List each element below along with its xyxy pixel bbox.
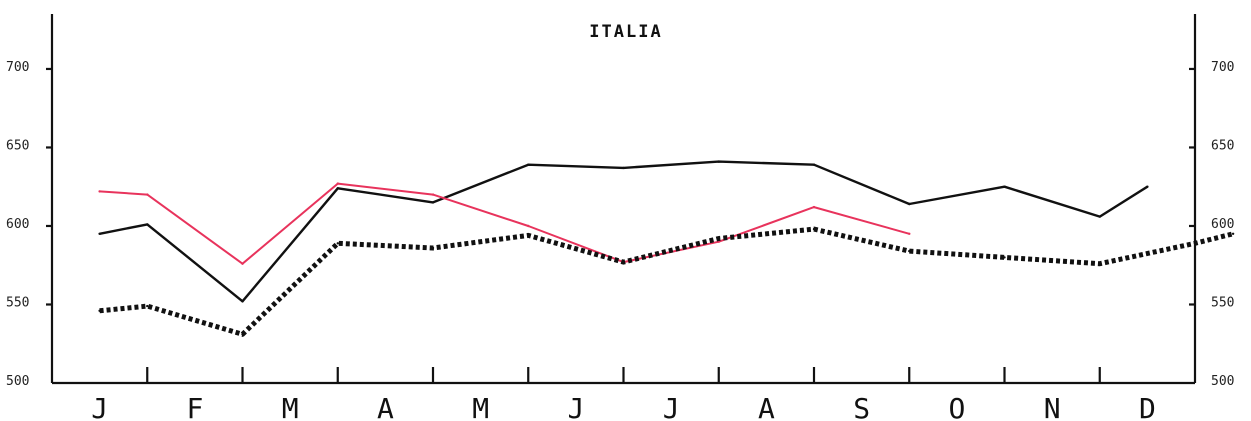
series-2-point [146, 193, 149, 196]
y-tick-label-right: 500 [1211, 374, 1234, 389]
series-1-point [146, 223, 149, 226]
series-1-point [908, 202, 911, 206]
series-1-point [241, 300, 244, 303]
x-tick-label: M [282, 392, 299, 421]
series-3-point [622, 260, 625, 264]
series-2-point [527, 224, 530, 228]
y-tick-label-right: 650 [1211, 138, 1234, 153]
series-1-point [431, 201, 435, 204]
series-3-point [527, 234, 530, 237]
series-2-point [908, 232, 911, 235]
series-2-point [812, 205, 816, 209]
series-2-point [98, 190, 101, 193]
y-tick-label-left: 600 [6, 217, 29, 232]
chart-labels: ITALIA 500 500 550 550 600 600 650 650 700 700 J F M… [6, 22, 1234, 421]
series-line-2 [99, 182, 910, 265]
series-1-point [812, 163, 816, 166]
x-tick-label: J [663, 392, 680, 421]
x-tick-label: A [758, 392, 775, 421]
y-tick-label-right: 550 [1211, 295, 1234, 310]
y-tick-label-right: 600 [1211, 217, 1234, 232]
series-line-3 [99, 226, 1234, 337]
x-tick-label: A [377, 392, 394, 421]
x-tick-label: D [1139, 392, 1156, 421]
series-1-point [98, 232, 101, 235]
y-tick-label-left: 650 [6, 138, 29, 153]
series-1-point [717, 160, 720, 163]
series-1-point [336, 187, 339, 190]
series-1-point [1146, 185, 1149, 188]
series-3-point [241, 333, 244, 336]
series-3-point [1231, 232, 1235, 235]
x-tick-label: J [567, 392, 584, 421]
x-tick-label: M [472, 392, 489, 421]
chart-axes [46, 14, 1197, 385]
x-tick-label: J [91, 392, 108, 421]
series-2-point [431, 193, 435, 196]
x-tick-label: F [186, 392, 203, 421]
series-3-point [1098, 262, 1102, 265]
series-layer [98, 160, 1235, 337]
series-3-point [98, 309, 101, 312]
series-2-point [241, 262, 244, 265]
series-3-point [1003, 256, 1006, 259]
series-1-point [622, 166, 625, 170]
y-tick-label-right: 700 [1211, 60, 1234, 75]
series-3-point [1193, 242, 1197, 245]
series-3-point [717, 237, 720, 240]
series-3-point [336, 242, 339, 245]
chart-title: ITALIA [589, 22, 662, 42]
series-1-point [1003, 185, 1006, 188]
series-1-point [527, 163, 530, 166]
x-tick-label: O [948, 392, 965, 421]
y-tick-label-left: 700 [6, 60, 29, 75]
series-3-point [431, 246, 435, 250]
series-2-point [336, 182, 339, 185]
series-3-point [812, 227, 816, 231]
series-3-point [146, 304, 149, 308]
series-1-point [1098, 215, 1102, 218]
series-line-1 [99, 160, 1149, 303]
y-tick-label-left: 550 [6, 295, 29, 310]
x-tick-label: N [1044, 392, 1061, 421]
series-3-point [908, 249, 911, 253]
x-tick-label: S [853, 392, 870, 421]
y-tick-label-left: 500 [6, 374, 29, 389]
